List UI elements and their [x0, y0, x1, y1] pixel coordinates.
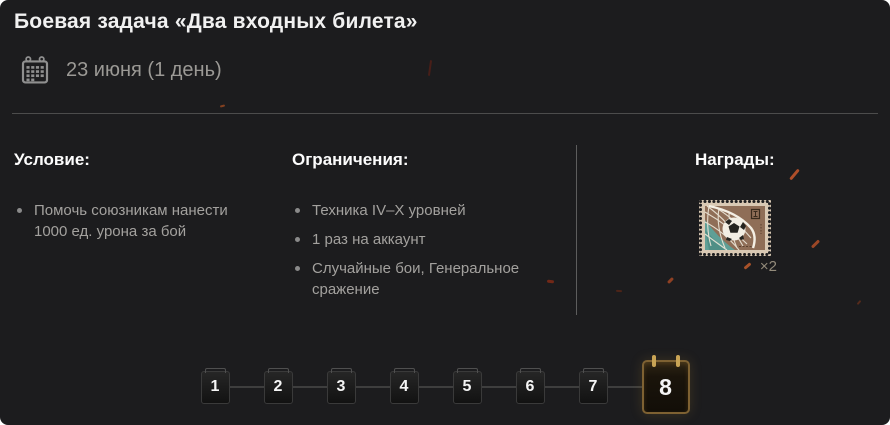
- list-item: 1 раз на аккаунт: [292, 229, 537, 250]
- day-tile-6[interactable]: 6: [515, 367, 545, 404]
- restrictions-header: Ограничения:: [292, 150, 409, 169]
- condition-list: Помочь союзникам нанести 1000 ед. урона …: [14, 200, 244, 242]
- list-item: Случайные бои, Генеральное сражение: [292, 258, 537, 300]
- list-item: Помочь союзникам нанести 1000 ед. урона …: [14, 200, 244, 242]
- day-tile-5[interactable]: 5: [452, 367, 482, 404]
- day-connector: [418, 386, 453, 388]
- mission-date-label: 23 июня (1 день): [66, 58, 222, 81]
- list-item: Техника IV–X уровней: [292, 200, 537, 221]
- restrictions-section: Ограничения: Техника IV–X уровней 1 раз …: [292, 150, 537, 308]
- ember-spark: [615, 289, 623, 293]
- day-tile-2[interactable]: 2: [263, 367, 293, 404]
- day-connector: [544, 386, 579, 388]
- ember-spark: [219, 104, 226, 108]
- day-connector: [607, 386, 642, 388]
- restrictions-list: Техника IV–X уровней 1 раз на аккаунт Сл…: [292, 200, 537, 300]
- condition-section: Условие: Помочь союзникам нанести 1000 е…: [14, 150, 244, 250]
- day-connector: [355, 386, 390, 388]
- rewards-header: Награды:: [695, 150, 775, 169]
- day-progress-bar: 1 2 3 4 5 6 7 8: [0, 355, 890, 418]
- day-tile-1[interactable]: 1: [200, 367, 230, 404]
- ember-spark: [427, 59, 433, 77]
- condition-header: Условие:: [14, 150, 90, 169]
- ember-spark: [856, 299, 862, 306]
- reward-count-label: ×2: [759, 258, 777, 275]
- day-tile-4[interactable]: 4: [389, 367, 419, 404]
- day-tile-7[interactable]: 7: [578, 367, 608, 404]
- page-title: Боевая задача «Два входных билета»: [14, 10, 418, 33]
- reward-item[interactable]: ×2: [699, 200, 777, 275]
- ember-spark: [666, 276, 675, 285]
- calendar-icon: [20, 55, 50, 85]
- rewards-divider: [576, 145, 577, 315]
- header-divider: [12, 113, 878, 114]
- day-tile-3[interactable]: 3: [326, 367, 356, 404]
- day-connector: [229, 386, 264, 388]
- ember-spark: [546, 279, 555, 284]
- day-connector: [481, 386, 516, 388]
- day-connector: [292, 386, 327, 388]
- day-tile-8-active[interactable]: 8: [641, 355, 690, 414]
- mission-date-row: 23 июня (1 день): [20, 55, 222, 85]
- rewards-section: Награды:: [695, 150, 875, 275]
- football-stamp-icon: [699, 200, 771, 256]
